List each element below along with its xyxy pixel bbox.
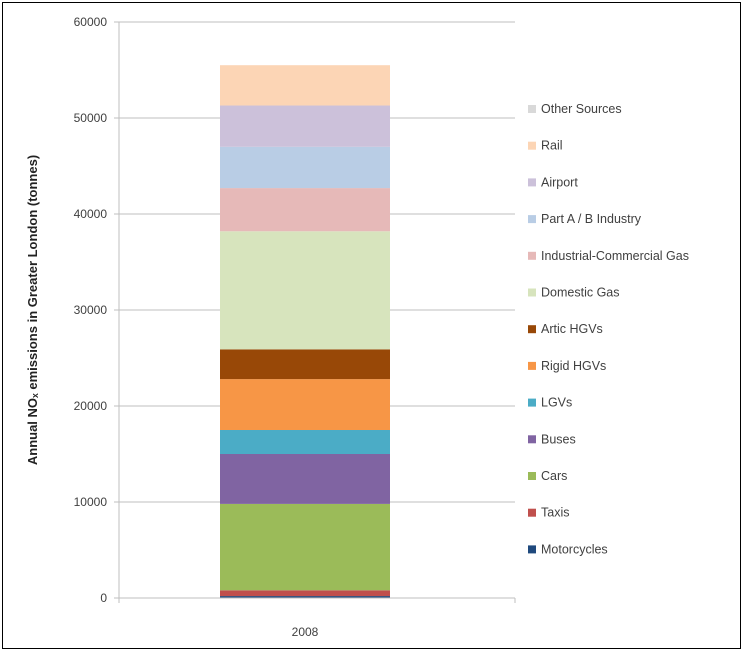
legend-swatch [528,178,536,187]
bar-segment-taxis [220,590,390,597]
legend-label: Other Sources [541,102,622,116]
bar-segment-cars [220,503,390,591]
y-tick-label: 20000 [74,399,108,413]
legend-label: Cars [541,469,567,483]
bar-segment-motorcycles [220,596,390,598]
legend-swatch [528,435,536,444]
y-axis-label: Annual NOₓ emissions in Greater London (… [25,155,40,465]
legend-swatch [528,288,536,297]
bar-segment-rigid-hgvs [220,379,390,430]
legend-swatch [528,361,536,370]
stacked-bar-chart: 0 10000 20000 30000 40000 50000 60000 2008 Ann… [25,15,689,639]
y-tick-label: 0 [100,591,107,605]
legend: Other Sources Rail Airport Part A / B Indus… [528,102,689,556]
legend-swatch [528,215,536,224]
bar-segment-buses [220,454,390,504]
bar-segment-industrial-commercial-gas [220,188,390,232]
bar-segment-rail [220,65,390,106]
legend-swatch [528,508,536,517]
bar-segment-artic-hgvs [220,349,390,380]
y-tick-label: 10000 [74,495,108,509]
legend-swatch [528,251,536,260]
legend-label: Domestic Gas [541,286,620,300]
legend-label: Rigid HGVs [541,359,606,373]
legend-swatch [528,545,536,554]
legend-label: Airport [541,175,578,189]
legend-label: Taxis [541,506,569,520]
y-tick-label: 60000 [74,15,108,29]
y-tick-label: 40000 [74,207,108,221]
legend-swatch [528,325,536,334]
legend-label: Motorcycles [541,542,608,556]
bar-segment-part-a-b-industry [220,146,390,189]
legend-label: Part A / B Industry [541,212,642,226]
bar-segment-airport [220,105,390,147]
legend-swatch [528,472,536,480]
legend-swatch [528,141,536,150]
y-tick-label: 50000 [74,111,108,125]
y-tick-label: 30000 [74,303,108,317]
legend-label: Artic HGVs [541,322,603,336]
legend-label: LGVs [541,396,572,410]
bar-segment-domestic-gas [220,231,390,350]
legend-label: Industrial-Commercial Gas [541,249,689,263]
y-axis-ticks: 0 10000 20000 30000 40000 50000 60000 [74,15,516,605]
bar-segment-lgvs [220,430,390,454]
legend-swatch [528,105,536,113]
bar-stack [220,65,390,598]
x-tick-label: 2008 [292,625,319,639]
legend-label: Buses [541,432,576,446]
legend-label: Rail [541,139,563,153]
legend-swatch [528,398,536,407]
